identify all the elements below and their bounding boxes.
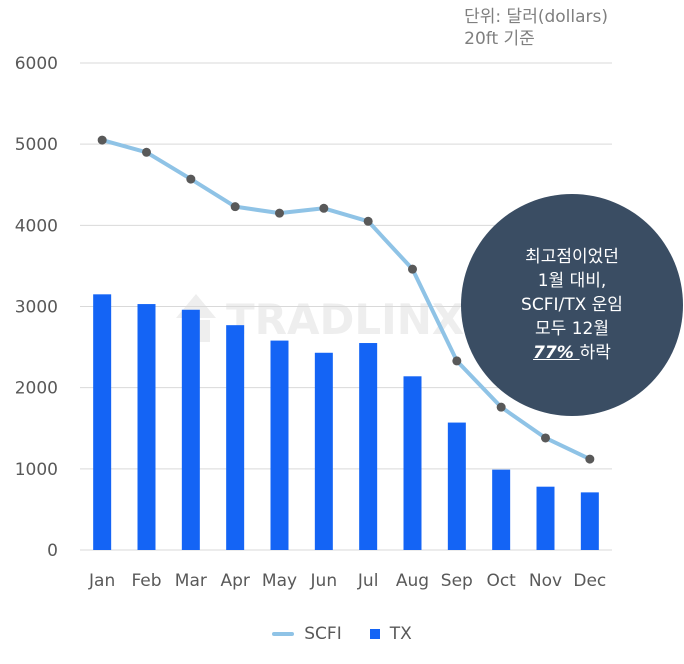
legend: SCFI TX [0,624,684,644]
point-scfi [97,135,107,145]
legend-label-scfi: SCFI [304,624,342,644]
watermark: TRADLINX [176,294,464,344]
x-tick-label: Feb [131,571,161,591]
y-tick-label: 2000 [15,379,58,399]
legend-swatch-tx [369,629,380,639]
y-tick-label: 5000 [15,135,58,155]
bar-tx [580,492,599,550]
bar-tx [226,325,245,550]
x-tick-label: Sep [441,571,473,591]
bar-tx [403,376,422,550]
callout-highlight: 77% [533,343,580,363]
legend-label-tx: TX [389,624,412,644]
bar-tx [137,304,156,550]
bar-tx [492,469,511,550]
x-tick-label: Jul [357,571,379,591]
unit-note-line2: 20ft 기준 [464,29,535,49]
callout-bubble: 최고점이었던 1월 대비, SCFI/TX 운임 모두 12월 77% 하락 [461,194,683,416]
callout-line2: 1월 대비, [537,271,607,291]
bar-tx [181,309,200,550]
y-tick-label: 0 [47,541,58,561]
point-scfi [230,202,240,212]
point-scfi [585,454,595,464]
y-tick-label: 4000 [15,216,58,236]
legend-swatch-scfi [272,632,295,636]
point-scfi [319,203,329,213]
watermark-text: TRADLINX [226,295,464,344]
bar-tx [270,340,289,550]
point-scfi [496,402,506,412]
point-scfi [408,264,417,274]
point-scfi [363,216,373,226]
x-tick-label: Jun [310,571,338,591]
callout-line3: SCFI/TX 운임 [521,295,623,315]
point-scfi [142,147,151,157]
bar-tx [314,352,333,550]
x-tick-label: Jan [88,571,115,591]
x-tick-label: May [262,571,297,591]
x-tick-label: Nov [529,571,562,591]
unit-note-line1: 단위: 달러(dollars) [464,7,608,27]
point-scfi [541,433,550,443]
bar-tx [536,486,555,550]
x-tick-label: Mar [175,571,207,591]
y-tick-label: 1000 [15,460,58,480]
x-tick-label: Apr [220,571,249,591]
bar-tx [447,422,466,550]
callout-line1: 최고점이었던 [525,247,619,267]
unit-note: 단위: 달러(dollars) 20ft 기준 [464,6,608,50]
y-tick-label: 6000 [15,54,58,74]
callout-suffix: 하락 [579,343,611,363]
point-scfi [186,174,196,184]
x-tick-label: Dec [573,571,606,591]
series-line-scfi [101,138,591,461]
bar-tx [93,294,112,550]
x-tick-label: Oct [486,571,516,591]
bar-tx [359,343,378,550]
point-scfi [275,208,284,218]
point-scfi [452,356,462,366]
callout-line4: 모두 12월 [535,319,609,339]
legend-item-scfi: SCFI [272,624,342,644]
callout-line5: 77% 하락 [533,341,611,365]
legend-item-tx: TX [369,624,412,644]
y-tick-label: 3000 [15,298,58,318]
x-tick-label: Aug [396,571,429,591]
